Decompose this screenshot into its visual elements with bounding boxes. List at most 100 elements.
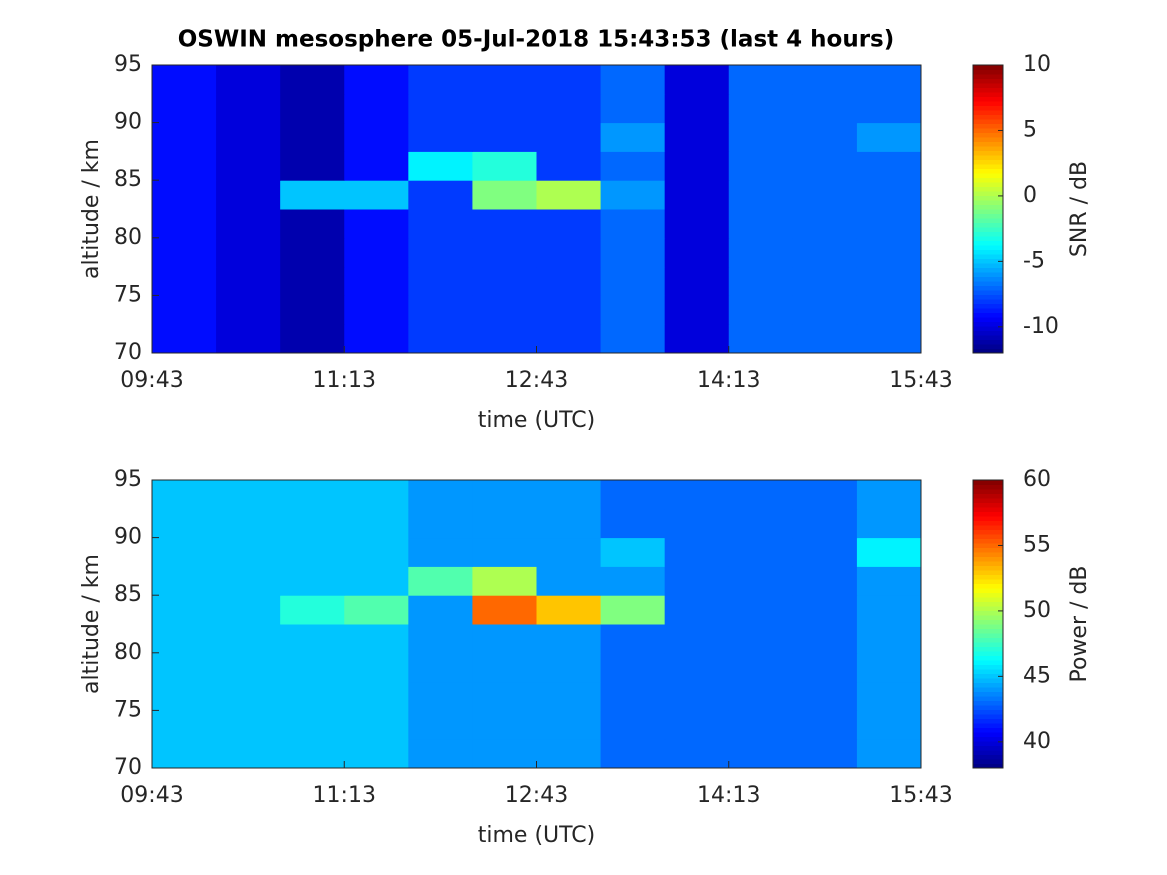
x-tick-label: 09:43 [120,368,183,393]
heatmap-cell [408,151,473,181]
colorbar-step [973,610,1003,616]
heatmap-cell [152,122,217,152]
heatmap-cell [792,566,858,596]
colorbar-step [973,267,1003,273]
heatmap-cell [472,739,537,769]
heatmap-cell [472,480,537,510]
colorbar-step [973,664,1003,670]
heatmap-cell [536,65,602,95]
heatmap-cell [600,180,666,210]
heatmap-cell [600,151,666,181]
heatmap-cell [472,681,537,711]
heatmap-cell [152,624,217,654]
heatmap-cell [472,710,537,740]
heatmap-cell [728,652,794,683]
heatmap-cell [216,566,281,596]
x-tick-label: 09:43 [120,783,183,808]
heatmap-cell [536,266,602,296]
heatmap-cell [152,324,217,354]
heatmap-cell [664,65,730,95]
heatmap-cell [216,209,281,239]
y-tick-label: 95 [114,467,142,492]
heatmap-cell [664,180,730,210]
heatmap-cell [664,681,730,711]
colorbar-step [973,141,1003,147]
heatmap-cell [408,537,473,567]
heatmap-cell [856,652,922,683]
heatmap-cell [472,566,537,596]
heatmap-cell [536,295,602,325]
heatmap-cell [856,681,922,711]
colorbar-step [973,119,1003,124]
colorbar-step [973,65,1003,70]
heatmap-cell [728,710,794,740]
heatmap-cell [664,480,730,510]
colorbar-step [973,344,1003,349]
colorbar-step [973,96,1003,102]
colorbar-tick-label: -5 [1023,248,1045,273]
colorbar-step [973,624,1003,629]
heatmap-cell [600,537,666,567]
heatmap-cell [408,65,473,95]
colorbar-step [973,642,1003,647]
heatmap-cell [344,624,409,654]
colorbar-step [973,574,1003,580]
heatmap-cell [600,209,666,239]
colorbar-tick-label: 55 [1023,532,1051,557]
y-tick-label: 75 [114,282,142,307]
heatmap-cell [856,295,922,325]
colorbar-step [973,173,1003,178]
heatmap-cell [664,566,730,596]
heatmap-cell [792,324,858,354]
colorbar-step [973,200,1003,205]
heatmap-cell [856,324,922,354]
heatmap-cell [216,65,281,95]
colorbar-label: Power / dB [1067,566,1092,683]
heatmap-cell [280,508,345,539]
colorbar-step [973,258,1003,264]
heatmap-cell [152,537,217,567]
heatmap-cell [600,65,666,95]
colorbar-step [973,543,1003,548]
colorbar-tick-label: 0 [1023,183,1037,208]
heatmap-cell [792,209,858,239]
heatmap-cell [728,508,794,539]
heatmap-cell [280,624,345,654]
x-tick-label: 15:43 [889,783,952,808]
y-tick-label: 85 [114,582,142,607]
heatmap-cell [344,710,409,740]
heatmap-cell [664,209,730,239]
y-tick-label: 95 [114,52,142,77]
colorbar-step [973,502,1003,508]
colorbar-step [973,673,1003,679]
colorbar-step [973,651,1003,656]
colorbar-step [973,556,1003,562]
heatmap-cell [152,295,217,325]
colorbar-label: SNR / dB [1067,161,1092,257]
heatmap-cell [600,237,666,268]
colorbar-step [973,718,1003,724]
heatmap-cell [728,566,794,596]
colorbar-step [973,308,1003,313]
heatmap-cell [216,624,281,654]
heatmap-cell [152,480,217,510]
colorbar-step [973,682,1003,688]
heatmap-cell [792,266,858,296]
heatmap-cell [664,237,730,268]
heatmap-cell [280,652,345,683]
colorbar-step [973,633,1003,638]
x-tick-label: 11:13 [313,368,376,393]
colorbar-step [973,146,1003,151]
heatmap-cell [664,652,730,683]
colorbar-step [973,182,1003,187]
heatmap-cell [280,681,345,711]
heatmap-cell [600,566,666,596]
colorbar-step [973,222,1003,228]
colorbar-step [973,484,1003,490]
colorbar-step [973,317,1003,322]
heatmap-cell [344,566,409,596]
heatmap-cell [664,710,730,740]
heatmap-cell [728,324,794,354]
heatmap-cell [792,624,858,654]
